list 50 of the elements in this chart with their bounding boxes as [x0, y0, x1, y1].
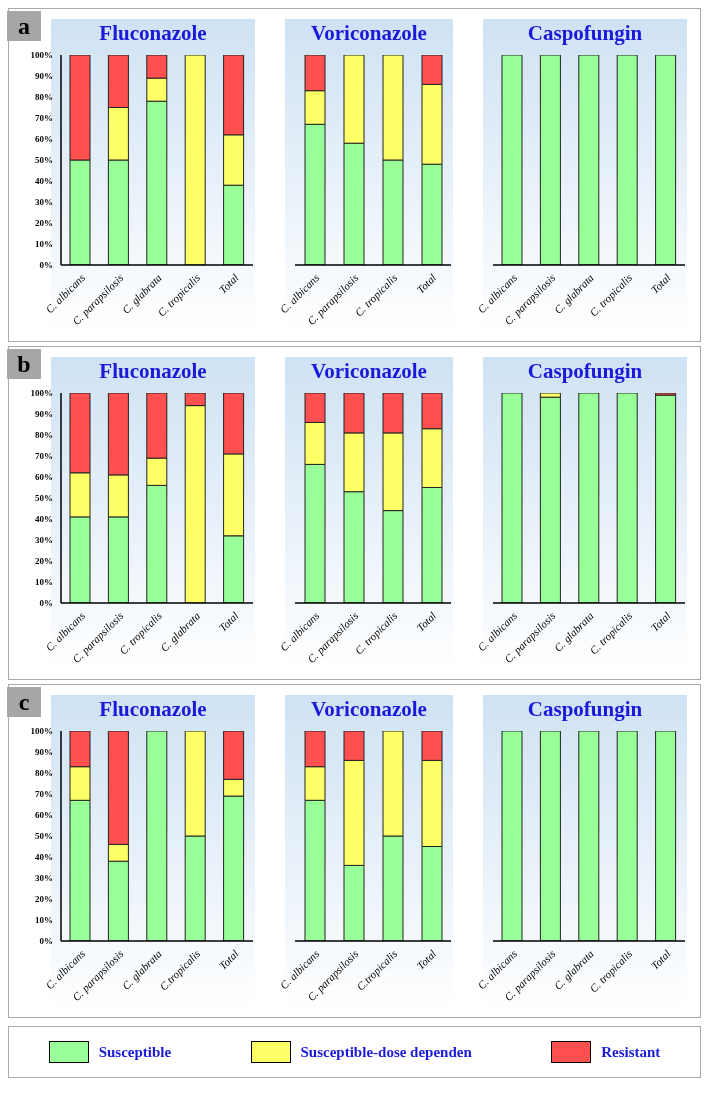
y-tick-label: 70%	[35, 113, 53, 124]
y-tick-label: 10%	[35, 577, 53, 588]
chart-title: Caspofungin	[526, 359, 644, 384]
chart-title: Voriconazole	[310, 21, 428, 46]
y-tick-label: 40%	[35, 176, 53, 187]
y-tick-label: 30%	[35, 197, 53, 208]
y-tick-label: 20%	[35, 556, 53, 567]
y-tick-label: 40%	[35, 514, 53, 525]
y-tick-label: 90%	[35, 747, 53, 758]
y-tick-label: 60%	[35, 810, 53, 821]
chart-title: Caspofungin	[526, 21, 644, 46]
text: a	[7, 11, 41, 41]
y-tick-label: 30%	[35, 535, 53, 546]
y-tick-label: 50%	[35, 493, 53, 504]
y-tick-label: 90%	[35, 409, 53, 420]
text: b	[7, 349, 41, 379]
y-tick-label: 60%	[35, 472, 53, 483]
chart-title: Caspofungin	[526, 697, 644, 722]
y-tick-label: 40%	[35, 852, 53, 863]
y-tick-label: 100%	[30, 726, 53, 737]
chart-title: Fluconazole	[98, 697, 208, 722]
y-tick-label: 0%	[39, 598, 53, 609]
bar	[184, 55, 206, 265]
legend-label: Susceptible-dose dependen	[300, 1043, 472, 1061]
y-tick-label: 60%	[35, 134, 53, 145]
y-tick-label: 80%	[35, 430, 53, 441]
bar	[146, 731, 168, 941]
y-tick-label: 100%	[30, 388, 53, 399]
y-tick-label: 80%	[35, 92, 53, 103]
y-tick-label: 50%	[35, 831, 53, 842]
y-tick-label: 50%	[35, 155, 53, 166]
y-tick-label: 0%	[39, 936, 53, 947]
text: Susceptible	[98, 1043, 172, 1061]
y-tick-label: 10%	[35, 915, 53, 926]
y-tick-label: 100%	[30, 50, 53, 61]
y-tick-label: 10%	[35, 239, 53, 250]
y-tick-label: 0%	[39, 260, 53, 271]
y-tick-label: 80%	[35, 768, 53, 779]
chart-title: Fluconazole	[98, 359, 208, 384]
y-tick-label: 20%	[35, 218, 53, 229]
chart-title: Voriconazole	[310, 697, 428, 722]
legend-label: Resistant	[601, 1043, 661, 1061]
y-tick-label: 30%	[35, 873, 53, 884]
y-tick-label: 90%	[35, 71, 53, 82]
y-tick-label: 20%	[35, 894, 53, 905]
y-tick-label: 70%	[35, 451, 53, 462]
text: c	[7, 687, 41, 717]
chart-title: Voriconazole	[310, 359, 428, 384]
y-tick-label: 70%	[35, 789, 53, 800]
chart-title: Fluconazole	[98, 21, 208, 46]
